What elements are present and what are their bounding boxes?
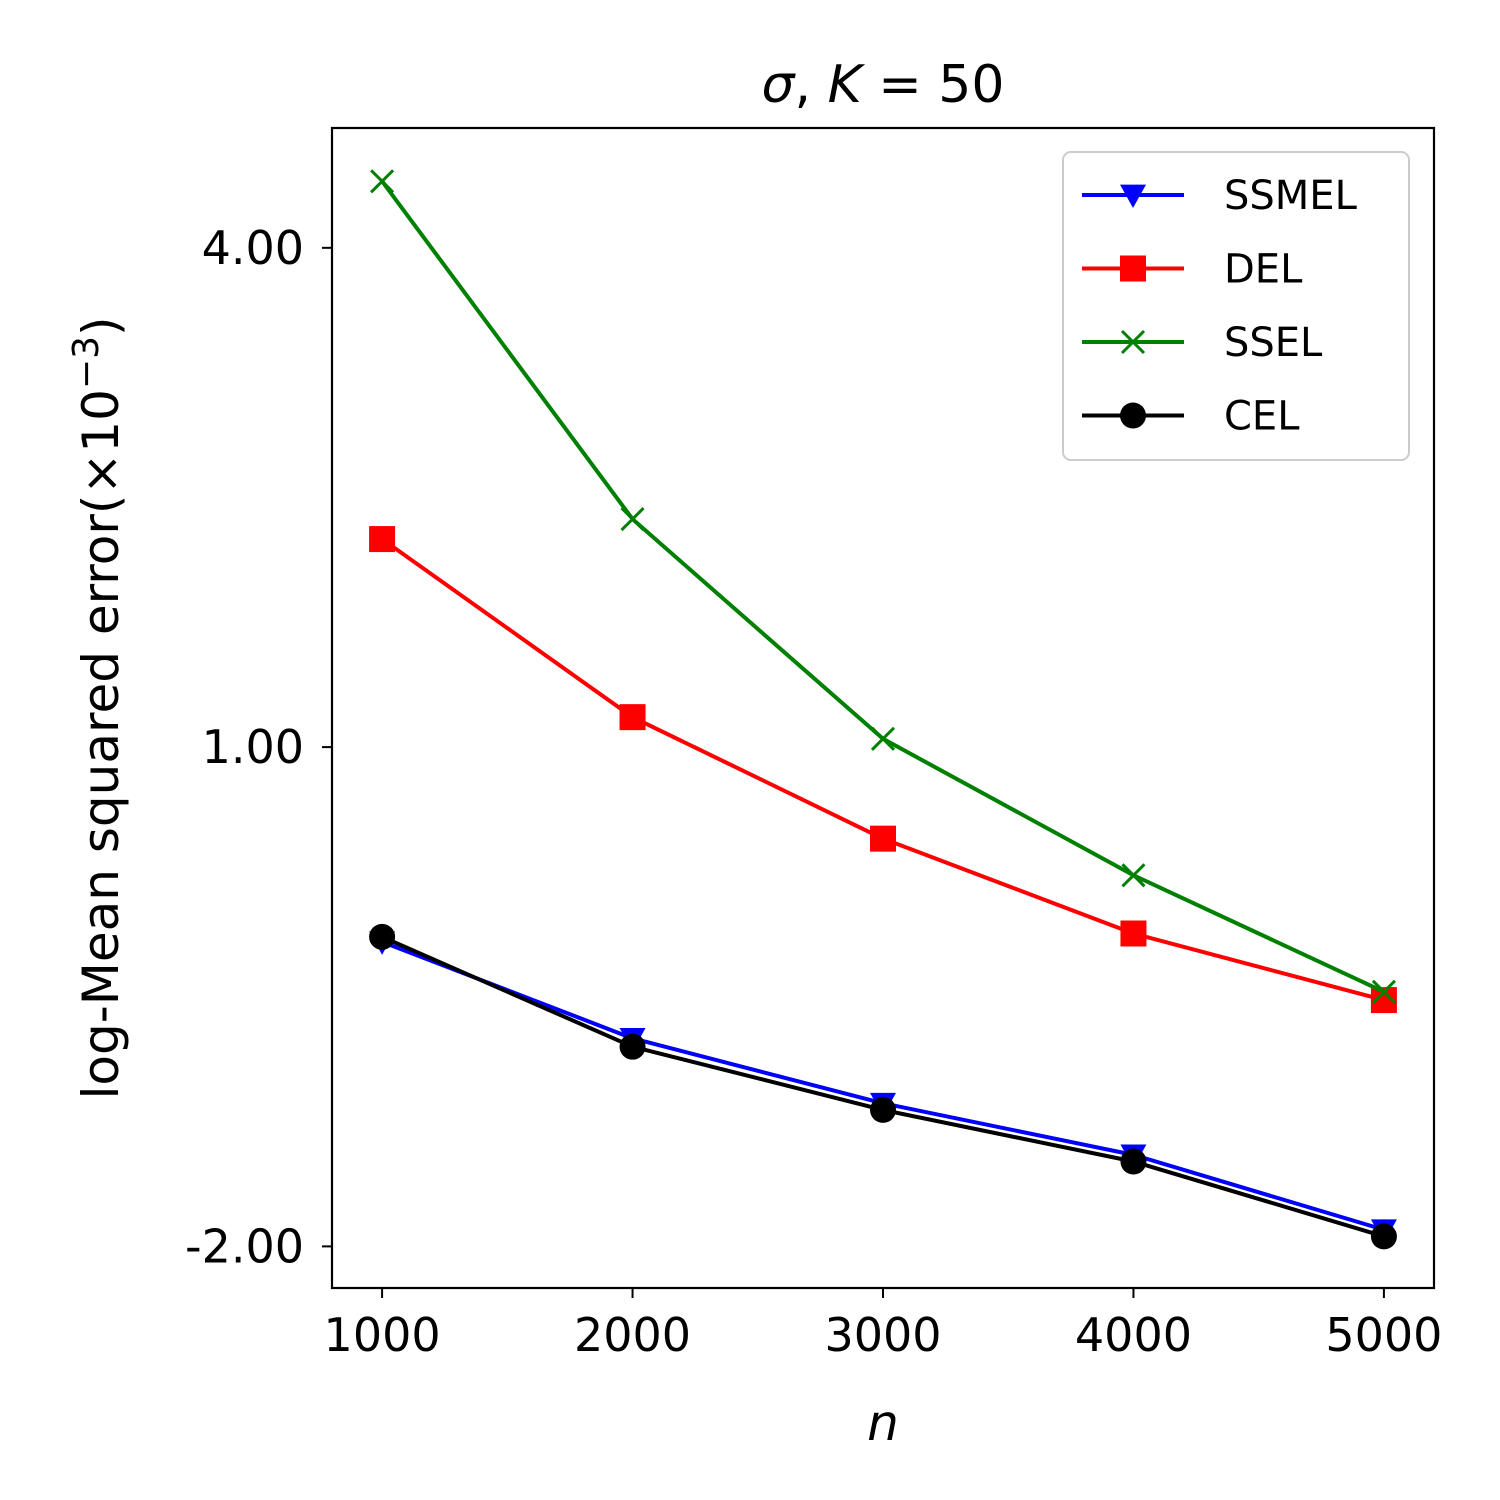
series-line-ssmel xyxy=(381,939,1385,1232)
legend-marker-ssmel xyxy=(1120,184,1146,208)
data-point-ssel-2-stroke-b xyxy=(870,726,896,751)
x-axis-label: n xyxy=(867,1394,899,1452)
legend-marker-cel xyxy=(1120,402,1146,429)
x-tick-label-0: 1000 xyxy=(324,1308,441,1362)
legend-entry-ssmel: SSMEL xyxy=(1082,173,1358,219)
legend-entries: SSMEL DEL SSEL CEL xyxy=(1082,173,1358,440)
data-point-del-3 xyxy=(1120,920,1147,947)
data-point-cel-0 xyxy=(369,923,396,950)
data-point-del-2 xyxy=(870,825,896,852)
data-point-del-0 xyxy=(369,526,396,553)
ticks-layer: 1000 2000 3000 4000 5000 4.00 1.00 -2.00 xyxy=(185,221,1442,1362)
y-tick-label-2: -2.00 xyxy=(185,1219,304,1273)
legend-marker-del xyxy=(1120,255,1146,282)
data-point-ssel-4 xyxy=(1371,979,1396,1004)
x-tick-label-1: 2000 xyxy=(574,1308,691,1362)
series-layer xyxy=(369,169,1397,1250)
legend-marker-ssel-stroke-b xyxy=(1120,329,1146,355)
data-point-ssel-3-stroke-b xyxy=(1121,863,1146,888)
data-point-ssel-0-stroke-b xyxy=(370,169,395,194)
legend-label-ssel: SSEL xyxy=(1224,320,1323,366)
legend-label-cel: CEL xyxy=(1224,394,1300,440)
legend: SSMEL DEL SSEL CEL xyxy=(1062,151,1410,461)
data-point-cel-1 xyxy=(619,1033,646,1060)
data-point-ssel-1-stroke-b xyxy=(620,507,645,532)
data-point-ssel-1 xyxy=(620,507,645,532)
legend-marker-ssel xyxy=(1120,329,1146,355)
series-ssel xyxy=(370,169,1396,1004)
legend-entry-ssel: SSEL xyxy=(1082,320,1323,366)
data-point-ssel-2 xyxy=(870,726,896,751)
y-tick-label-0: 4.00 xyxy=(202,221,304,275)
data-point-cel-2 xyxy=(870,1096,896,1123)
series-line-cel xyxy=(381,935,1385,1239)
chart-title: σ, K = 50 xyxy=(762,55,1005,115)
legend-entry-cel: CEL xyxy=(1082,394,1300,440)
x-tick-label-3: 4000 xyxy=(1075,1308,1192,1362)
legend-box xyxy=(1062,151,1410,461)
data-point-ssel-3 xyxy=(1121,863,1146,888)
data-point-del-1 xyxy=(619,704,646,731)
x-tick-label-4: 5000 xyxy=(1325,1308,1442,1362)
series-del xyxy=(369,526,1397,1014)
data-point-ssel-4-stroke-b xyxy=(1371,979,1396,1004)
data-point-cel-4 xyxy=(1370,1223,1397,1250)
data-point-cel-3 xyxy=(1120,1148,1147,1175)
legend-label-del: DEL xyxy=(1224,247,1303,293)
series-line-del xyxy=(380,537,1385,1003)
data-point-ssel-0 xyxy=(370,169,395,194)
legend-label-ssmel: SSMEL xyxy=(1224,173,1358,219)
legend-entry-del: DEL xyxy=(1082,247,1303,293)
y-tick-label-1: 1.00 xyxy=(202,720,304,774)
y-axis-label: log-Mean squared error(×10−3) xyxy=(66,316,130,1099)
x-tick-label-2: 3000 xyxy=(824,1308,941,1362)
series-cel xyxy=(369,923,1397,1250)
